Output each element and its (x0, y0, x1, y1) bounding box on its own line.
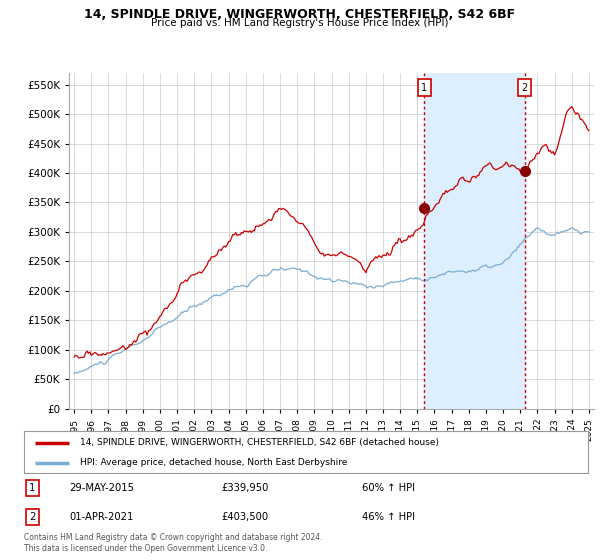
Text: £339,950: £339,950 (221, 483, 269, 493)
Text: 29-MAY-2015: 29-MAY-2015 (69, 483, 134, 493)
Bar (424, 73, 524, 409)
Text: £403,500: £403,500 (221, 512, 269, 522)
Text: 46% ↑ HPI: 46% ↑ HPI (362, 512, 415, 522)
Text: 2: 2 (521, 83, 527, 93)
Text: 60% ↑ HPI: 60% ↑ HPI (362, 483, 415, 493)
Text: 14, SPINDLE DRIVE, WINGERWORTH, CHESTERFIELD, S42 6BF (detached house): 14, SPINDLE DRIVE, WINGERWORTH, CHESTERF… (80, 438, 439, 447)
Text: HPI: Average price, detached house, North East Derbyshire: HPI: Average price, detached house, Nort… (80, 458, 348, 467)
Text: 1: 1 (29, 483, 35, 493)
Text: 14, SPINDLE DRIVE, WINGERWORTH, CHESTERFIELD, S42 6BF: 14, SPINDLE DRIVE, WINGERWORTH, CHESTERF… (85, 8, 515, 21)
Text: 2: 2 (29, 512, 35, 522)
Text: 1: 1 (421, 83, 427, 93)
Text: 01-APR-2021: 01-APR-2021 (69, 512, 133, 522)
Text: Price paid vs. HM Land Registry's House Price Index (HPI): Price paid vs. HM Land Registry's House … (151, 18, 449, 28)
Text: Contains HM Land Registry data © Crown copyright and database right 2024.
This d: Contains HM Land Registry data © Crown c… (24, 533, 323, 553)
